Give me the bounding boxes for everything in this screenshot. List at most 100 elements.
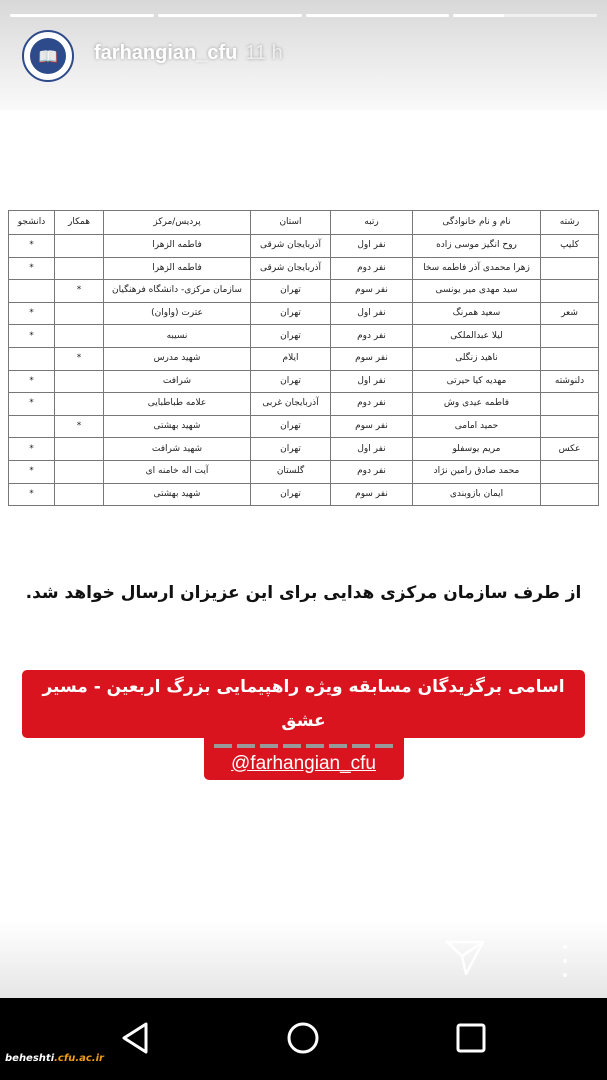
table-cell: فاطمه الزهرا bbox=[103, 256, 251, 281]
column-header: رشته bbox=[540, 210, 599, 235]
winners-table: رشته نام و نام خانوادگی رتبه استان پردیس/مرک… bbox=[8, 210, 599, 507]
avatar[interactable]: 📖 bbox=[22, 30, 74, 82]
table-cell: علامه طباطبایی bbox=[103, 392, 251, 416]
table-cell bbox=[54, 459, 104, 484]
table-cell: * bbox=[8, 234, 55, 258]
table-cell: شرافت bbox=[103, 369, 251, 394]
table-cell bbox=[54, 234, 104, 258]
progress-segment bbox=[453, 14, 597, 17]
table-cell: روح انگیز موسی زاده bbox=[412, 234, 541, 258]
table-row: دلنوشته مهدیه کیا حیرتی نفر اول تهران شرافت * bbox=[8, 369, 599, 394]
home-icon[interactable] bbox=[285, 1020, 321, 1056]
table-cell: * bbox=[54, 279, 104, 303]
table-cell: عترت (واوان) bbox=[103, 301, 251, 326]
table-cell: نفر دوم bbox=[330, 459, 413, 484]
navigation-bar bbox=[0, 998, 607, 1080]
table-cell: تهران bbox=[250, 324, 331, 348]
story-content: رشته نام و نام خانوادگی رتبه استان پردیس/مرک… bbox=[0, 210, 607, 780]
table-cell bbox=[54, 256, 104, 281]
table-cell: تهران bbox=[250, 482, 331, 507]
table-cell bbox=[8, 414, 55, 439]
table-cell: تهران bbox=[250, 279, 331, 303]
table-cell: * bbox=[8, 392, 55, 416]
table-cell: نفر اول bbox=[330, 234, 413, 258]
table-cell bbox=[540, 279, 599, 303]
progress-segment bbox=[10, 14, 154, 17]
table-cell: آیت اله خامنه ای bbox=[103, 459, 251, 484]
table-row: ناهید زنگلی نفر سوم ایلام شهید مدرس * bbox=[8, 346, 599, 371]
story-username[interactable]: farhangian_cfu 11 h bbox=[94, 42, 283, 64]
table-cell: * bbox=[8, 324, 55, 348]
progress-segment bbox=[157, 14, 302, 17]
table-cell: * bbox=[8, 369, 55, 394]
table-cell: نسیبه bbox=[103, 324, 251, 348]
table-cell: نفر دوم bbox=[330, 392, 413, 416]
message-text: از طرف سازمان مرکزی هدایی برای این عزیزا… bbox=[25, 583, 582, 604]
table-row: سید مهدی میر یونسی نفر سوم تهران سازمان مرک… bbox=[8, 279, 599, 303]
table-cell bbox=[54, 369, 104, 394]
dashes-divider bbox=[213, 743, 394, 748]
table-cell: نفر دوم bbox=[330, 324, 413, 348]
table-cell: گلستان bbox=[250, 459, 331, 484]
table-cell: مهدیه کیا حیرتی bbox=[412, 369, 541, 394]
table-cell bbox=[540, 414, 599, 439]
table-row: لیلا عبدالملکی نفر دوم تهران نسیبه * bbox=[8, 324, 599, 348]
table-cell bbox=[54, 301, 104, 326]
table-cell: * bbox=[8, 256, 55, 281]
table-cell: حمید امامی bbox=[412, 414, 541, 439]
table-cell: تهران bbox=[250, 301, 331, 326]
handle-banner: @farhangian_cfu bbox=[203, 737, 404, 780]
story-progress bbox=[10, 14, 597, 17]
banner-group: اسامی برگزیدگان مسابقه ویژه راهپیمایی بز… bbox=[22, 669, 585, 780]
story-view: 📖 farhangian_cfu 11 h رشته نام و نام خانوا… bbox=[0, 0, 607, 998]
progress-segment bbox=[305, 14, 450, 17]
table-cell: لیلا عبدالملکی bbox=[412, 324, 541, 348]
table-cell: آذربایجان غربی bbox=[250, 392, 331, 416]
table-cell: فاطمه الزهرا bbox=[103, 234, 251, 258]
more-options-icon[interactable] bbox=[560, 945, 570, 977]
table-cell: زهرا محمدی آذر فاطمه سخا bbox=[412, 256, 541, 281]
table-row: شعر سعید همرنگ نفر اول تهران عترت (واوان) * bbox=[8, 301, 599, 326]
watermark: beheshti.cfu.ac.ir bbox=[5, 1053, 104, 1064]
table-cell bbox=[54, 482, 104, 507]
table-cell bbox=[540, 392, 599, 416]
table-cell: مریم یوسفلو bbox=[412, 437, 541, 461]
table-cell: * bbox=[54, 414, 104, 439]
table-cell: فاطمه عیدی وش bbox=[412, 392, 541, 416]
column-header: پردیس/مرکز bbox=[103, 210, 251, 235]
table-cell: شهید بهشتی bbox=[103, 482, 251, 507]
table-cell: شهید مدرس bbox=[103, 346, 251, 371]
table-cell bbox=[54, 392, 104, 416]
table-row: زهرا محمدی آذر فاطمه سخا نفر دوم آذربایجان… bbox=[8, 256, 599, 281]
table-cell: * bbox=[8, 437, 55, 461]
table-row: کلیپ روح انگیز موسی زاده نفر اول آذربایجان … bbox=[8, 234, 599, 258]
table-cell: شهید بهشتی bbox=[103, 414, 251, 439]
table-cell: نفر سوم bbox=[330, 346, 413, 371]
table-cell: کلیپ bbox=[540, 234, 599, 258]
table-cell: نفر اول bbox=[330, 369, 413, 394]
table-cell: نفر سوم bbox=[330, 414, 413, 439]
logo-icon: 📖 bbox=[30, 38, 66, 74]
table-cell: نفر سوم bbox=[330, 482, 413, 507]
table-cell: سید مهدی میر یونسی bbox=[412, 279, 541, 303]
table-cell: * bbox=[8, 459, 55, 484]
table-cell: ایمان بازوبندی bbox=[412, 482, 541, 507]
table-cell: * bbox=[8, 301, 55, 326]
table-cell: تهران bbox=[250, 369, 331, 394]
table-cell: ناهید زنگلی bbox=[412, 346, 541, 371]
table-row: حمید امامی نفر سوم تهران شهید بهشتی * bbox=[8, 414, 599, 439]
recents-icon[interactable] bbox=[454, 1020, 488, 1056]
back-icon[interactable] bbox=[118, 1020, 152, 1056]
handle-link[interactable]: @farhangian_cfu bbox=[231, 752, 376, 774]
column-header: دانشجو bbox=[8, 210, 55, 235]
send-icon[interactable] bbox=[444, 938, 486, 978]
column-header: نام و نام خانوادگی bbox=[412, 210, 541, 235]
table-cell bbox=[540, 482, 599, 507]
table-cell bbox=[540, 256, 599, 281]
table-row: عکس مریم یوسفلو نفر اول تهران شهید شرافت * bbox=[8, 437, 599, 461]
column-header: رتبه bbox=[330, 210, 413, 235]
table-cell: آذربایجان شرقی bbox=[250, 256, 331, 281]
column-header: همکار bbox=[54, 210, 104, 235]
bottom-gradient bbox=[0, 920, 607, 998]
table-cell: نفر سوم bbox=[330, 279, 413, 303]
